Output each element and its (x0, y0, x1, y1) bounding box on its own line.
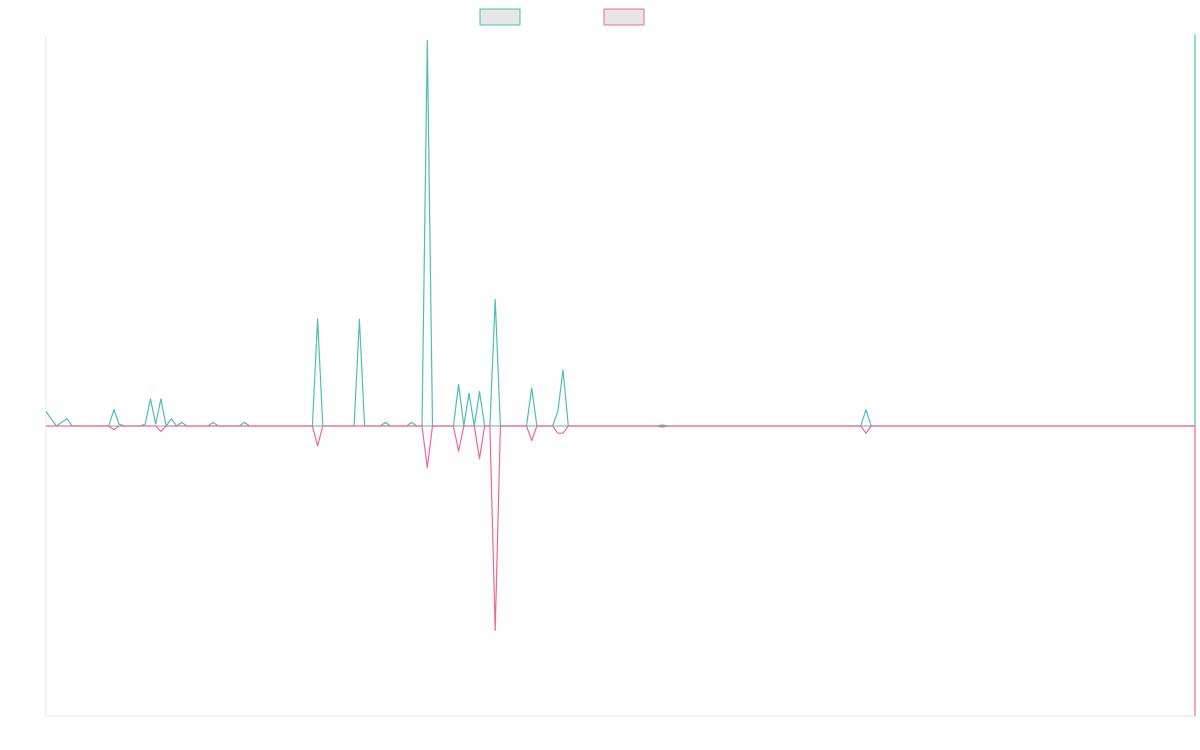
series-line-2 (46, 425, 1196, 717)
legend-swatch-series-1[interactable] (479, 8, 521, 26)
series-line-1 (45, 34, 1196, 427)
series-group (45, 34, 1196, 717)
legend-swatch-series-2[interactable] (603, 8, 645, 26)
plot-area (45, 34, 1196, 717)
legend (479, 8, 645, 26)
